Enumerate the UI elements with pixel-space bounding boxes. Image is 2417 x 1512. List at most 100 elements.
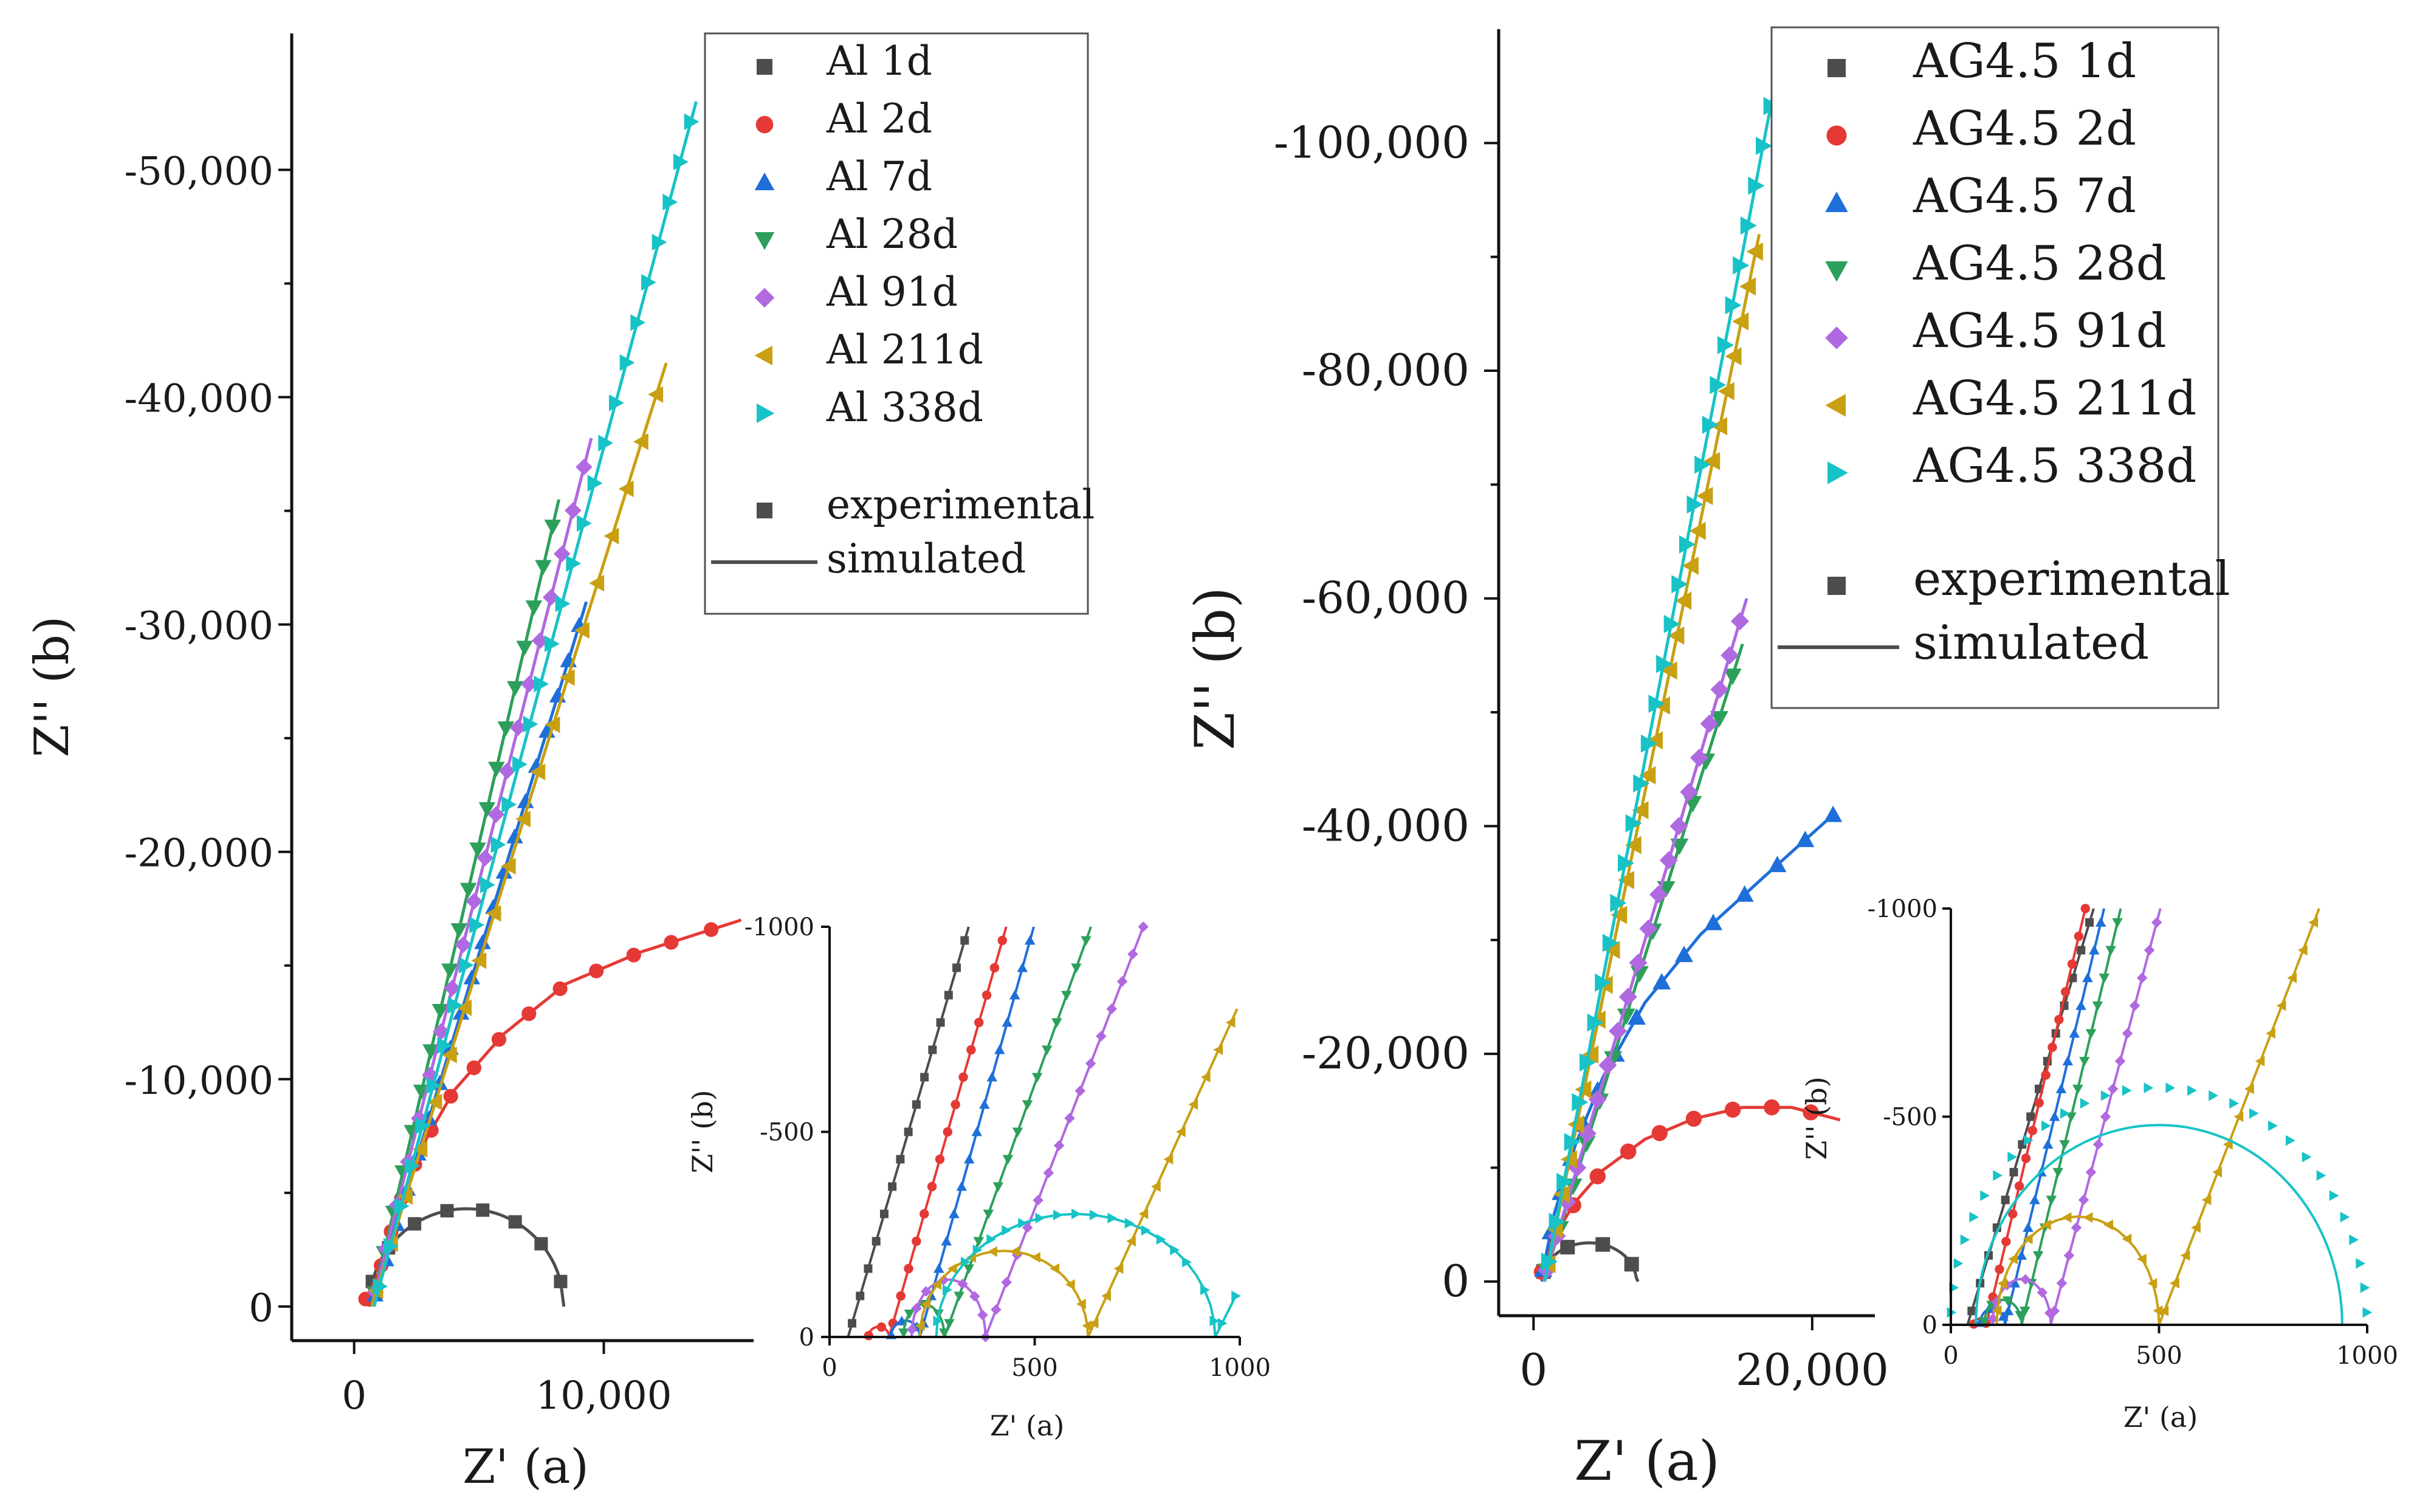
right-inset-exp-point-91d xyxy=(2100,1111,2111,1122)
left-main-exp-point-338d xyxy=(448,997,463,1014)
left-main-exp-point-2d xyxy=(589,963,604,978)
right-inset-exp-point-338d xyxy=(2100,1090,2111,1101)
right-main-exp-point-211d xyxy=(1732,312,1749,331)
right-main-exp-point-91d xyxy=(1659,851,1678,870)
left-inset-x-axis-label: Z' (a) xyxy=(990,1409,1065,1442)
right-main-y-tick-label: -60,000 xyxy=(1302,572,1470,624)
right-inset-exp-point-338d xyxy=(2329,1190,2339,1201)
left-main-exp-point-338d xyxy=(469,916,485,933)
right-main-exp-point-7d xyxy=(1824,805,1843,822)
left-main-exp-point-338d xyxy=(555,595,571,613)
right-inset-exp-point-91d xyxy=(2136,972,2148,983)
right-main-exp-point-338d xyxy=(1663,614,1680,633)
left-main-exp-point-211d xyxy=(456,999,472,1017)
right-inset-exp-point-338d xyxy=(2316,1170,2326,1181)
left-main-exp-point-338d xyxy=(523,715,538,733)
left-inset-exp-point-211d xyxy=(1175,1126,1186,1138)
left-inset-exp-point-1d xyxy=(920,1073,929,1082)
right-legend-entries: AG4.5 1d AG4.5 2d AG4.5 7d AG4.5 28d AG4.5 9… xyxy=(1778,34,2230,670)
left-inset-exp-point-91d xyxy=(1064,1113,1075,1124)
right-main-exp-point-91d xyxy=(1598,1056,1617,1074)
left-main-exp-point-28d xyxy=(497,721,515,737)
left-inset-exp-point-28d xyxy=(1012,1127,1023,1138)
left-main-exp-point-1d xyxy=(554,1274,568,1288)
right-inset-exp-point-1d xyxy=(2026,1112,2035,1121)
left-main-exp-point-211d xyxy=(574,622,590,639)
right-inset-exp-point-7d xyxy=(2055,1084,2067,1093)
left-main-exp-point-338d xyxy=(641,273,656,291)
right-main-exp-point-28d xyxy=(1723,668,1742,686)
left-main-exp-point-2d xyxy=(466,1060,481,1076)
left-main-exp-point-28d xyxy=(478,802,496,817)
left-inset-exp-point-338d xyxy=(1231,1290,1241,1302)
right-main-exp-point-338d xyxy=(1633,774,1650,793)
left-inset-exp-point-211d xyxy=(1113,1263,1124,1274)
right-inset-exp-point-338d xyxy=(2209,1090,2218,1101)
right-inset-exp-point-338d xyxy=(2356,1258,2366,1269)
right-main-exp-point-28d xyxy=(1577,1136,1596,1153)
left-main-exp-point-211d xyxy=(500,857,516,875)
legend-marker-1d xyxy=(757,59,772,75)
right-inset-exp-point-338d xyxy=(2360,1282,2370,1293)
left-inset-exp-point-28d xyxy=(954,1291,964,1302)
legend-marker-91d xyxy=(754,287,775,308)
legend-label-1d: Al 1d xyxy=(826,38,932,84)
left-main-y-tick-label: 0 xyxy=(249,1286,273,1331)
left-main-exp-point-91d xyxy=(509,719,527,736)
left-main-exp-point-2d xyxy=(358,1291,373,1307)
left-main-exp-point-28d xyxy=(506,681,524,696)
left-main-exp-point-28d xyxy=(431,1003,449,1019)
left-inset-exp-point-28d xyxy=(1042,1045,1053,1056)
left-main-exp-point-91d xyxy=(476,849,493,867)
right-inset-exp-point-211d xyxy=(2308,917,2319,928)
right-inset-exp-point-91d xyxy=(2129,1000,2140,1011)
right-main-y-tick-label: -80,000 xyxy=(1302,345,1470,396)
right-inset-exp-point-211d xyxy=(2297,944,2308,956)
right-inset-exp-point-211d xyxy=(2170,1277,2179,1289)
right-main-exp-point-91d xyxy=(1710,680,1729,699)
left-inset-exp-point-28d xyxy=(1051,1018,1062,1028)
right-inset-x-axis-label: Z' (a) xyxy=(2123,1401,2198,1434)
right-inset-exp-point-1d xyxy=(1967,1307,1976,1316)
right-inset-exp-point-211d xyxy=(2212,1167,2223,1178)
left-main-y-tick-label: -40,000 xyxy=(124,377,273,422)
right-inset-exp-point-211d xyxy=(2023,1233,2033,1245)
left-inset-exp-point-338d xyxy=(1141,1225,1151,1236)
legend-label-experimental: experimental xyxy=(1913,552,2230,607)
right-inset-exp-point-1d xyxy=(2009,1167,2018,1177)
right-main-exp-point-7d xyxy=(1796,830,1815,847)
left-main-exp-point-28d xyxy=(516,641,533,656)
left-main-exp-point-91d xyxy=(466,893,483,910)
right-main-exp-point-338d xyxy=(1656,655,1673,673)
right-main-exp-point-211d xyxy=(1625,836,1642,854)
legend-marker-2d xyxy=(1826,125,1847,146)
left-inset-plot: 0 500 1000 0 -500 -1000 Z' (a) Z'' (b) xyxy=(686,913,1271,1442)
right-main-exp-point-91d xyxy=(1588,1090,1607,1109)
right-inset-exp-point-338d xyxy=(2007,1152,2018,1163)
left-main-exp-point-338d xyxy=(684,113,700,131)
right-main-exp-point-338d xyxy=(1717,335,1734,354)
legend-label-91d: Al 91d xyxy=(826,269,958,315)
right-main-exp-point-338d xyxy=(1625,814,1642,833)
right-inset-exp-point-211d xyxy=(2233,1111,2244,1122)
left-inset-exp-point-1d xyxy=(896,1155,905,1164)
legend-label-7d: AG4.5 7d xyxy=(1913,169,2136,224)
left-inset-exp-point-1d xyxy=(864,1264,873,1273)
right-inset-exp-point-2d xyxy=(2080,904,2091,913)
right-inset-exp-point-2d xyxy=(2054,1014,2064,1025)
left-inset-exp-point-28d xyxy=(1022,1100,1033,1110)
right-inset-simulated-line-7d xyxy=(1978,908,2106,1326)
right-main-x-tick-label: 20,000 xyxy=(1736,1344,1889,1395)
legend-marker-7d xyxy=(754,172,775,190)
left-inset-exp-point-338d xyxy=(1209,1315,1220,1327)
right-inset-exp-point-338d xyxy=(2362,1307,2373,1318)
right-inset-exp-point-211d xyxy=(2159,1305,2169,1316)
right-inset-exp-point-28d xyxy=(2066,1112,2077,1122)
left-main-exp-point-91d xyxy=(455,936,472,954)
left-main-exp-point-338d xyxy=(630,314,646,331)
right-main-exp-point-211d xyxy=(1682,557,1699,576)
legend-label-simulated: simulated xyxy=(1913,616,2149,670)
legend-label-2d: AG4.5 2d xyxy=(1913,101,2136,156)
left-main-exp-point-338d xyxy=(619,354,635,371)
